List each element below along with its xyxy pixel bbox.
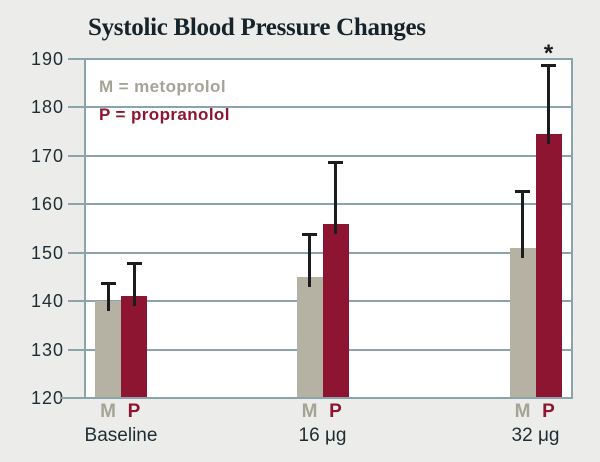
y-axis-line — [84, 58, 86, 399]
gridline — [85, 155, 572, 157]
y-tick-label: 160 — [30, 194, 64, 214]
plot-right-border — [571, 58, 573, 399]
gridline — [85, 58, 572, 60]
bar-letter-p: P — [542, 401, 555, 422]
bar-p-2 — [322, 223, 349, 398]
chart-title: Systolic Blood Pressure Changes — [88, 14, 426, 41]
bar-letter-m: M — [100, 401, 116, 422]
bar-m-1 — [95, 301, 121, 398]
x-axis-line — [60, 397, 572, 399]
bar-letter-m: M — [514, 401, 531, 422]
error-bar-line — [308, 233, 311, 287]
gridline — [85, 203, 572, 205]
bar-p-1 — [121, 296, 147, 398]
legend-m: M = metoprolol — [99, 77, 226, 96]
y-tick-label: 190 — [30, 49, 64, 69]
error-bar-line — [521, 189, 524, 258]
bar-letter-m: M — [301, 401, 318, 422]
y-axis-tick — [68, 252, 85, 254]
y-tick-label: 130 — [30, 340, 64, 360]
error-bar-cap — [515, 189, 530, 193]
error-bar-cap — [126, 262, 142, 266]
y-axis-tick — [68, 155, 85, 157]
significance-asterisk: * — [543, 39, 554, 67]
error-bar-cap — [302, 233, 317, 237]
bar-p-3 — [535, 134, 562, 398]
error-bar-line — [132, 262, 136, 307]
y-axis-tick — [68, 300, 85, 302]
category-label: 16 μg — [298, 425, 347, 446]
category-label: Baseline — [84, 425, 158, 446]
error-bar-line — [334, 160, 337, 234]
y-axis-tick — [68, 58, 85, 60]
y-axis-tick — [68, 349, 85, 351]
error-bar-cap — [100, 281, 116, 285]
y-tick-label: 180 — [30, 97, 64, 117]
error-bar-line — [106, 281, 110, 312]
error-bar-cap — [541, 63, 556, 67]
bar-m-2 — [296, 276, 323, 398]
y-tick-label: 170 — [30, 146, 64, 166]
y-tick-label: 140 — [30, 291, 64, 311]
category-label: 32 μg — [511, 425, 560, 446]
y-axis-tick — [68, 203, 85, 205]
gridline — [85, 106, 572, 108]
bar-m-3 — [509, 247, 536, 398]
y-axis-tick — [68, 106, 85, 108]
y-tick-label: 150 — [30, 243, 64, 263]
y-tick-label: 120 — [30, 388, 64, 408]
error-bar-cap — [328, 160, 343, 164]
bar-letter-p: P — [329, 401, 342, 422]
legend-p: P = propranolol — [99, 105, 230, 124]
error-bar-line — [547, 63, 550, 145]
bar-letter-p: P — [127, 401, 141, 422]
